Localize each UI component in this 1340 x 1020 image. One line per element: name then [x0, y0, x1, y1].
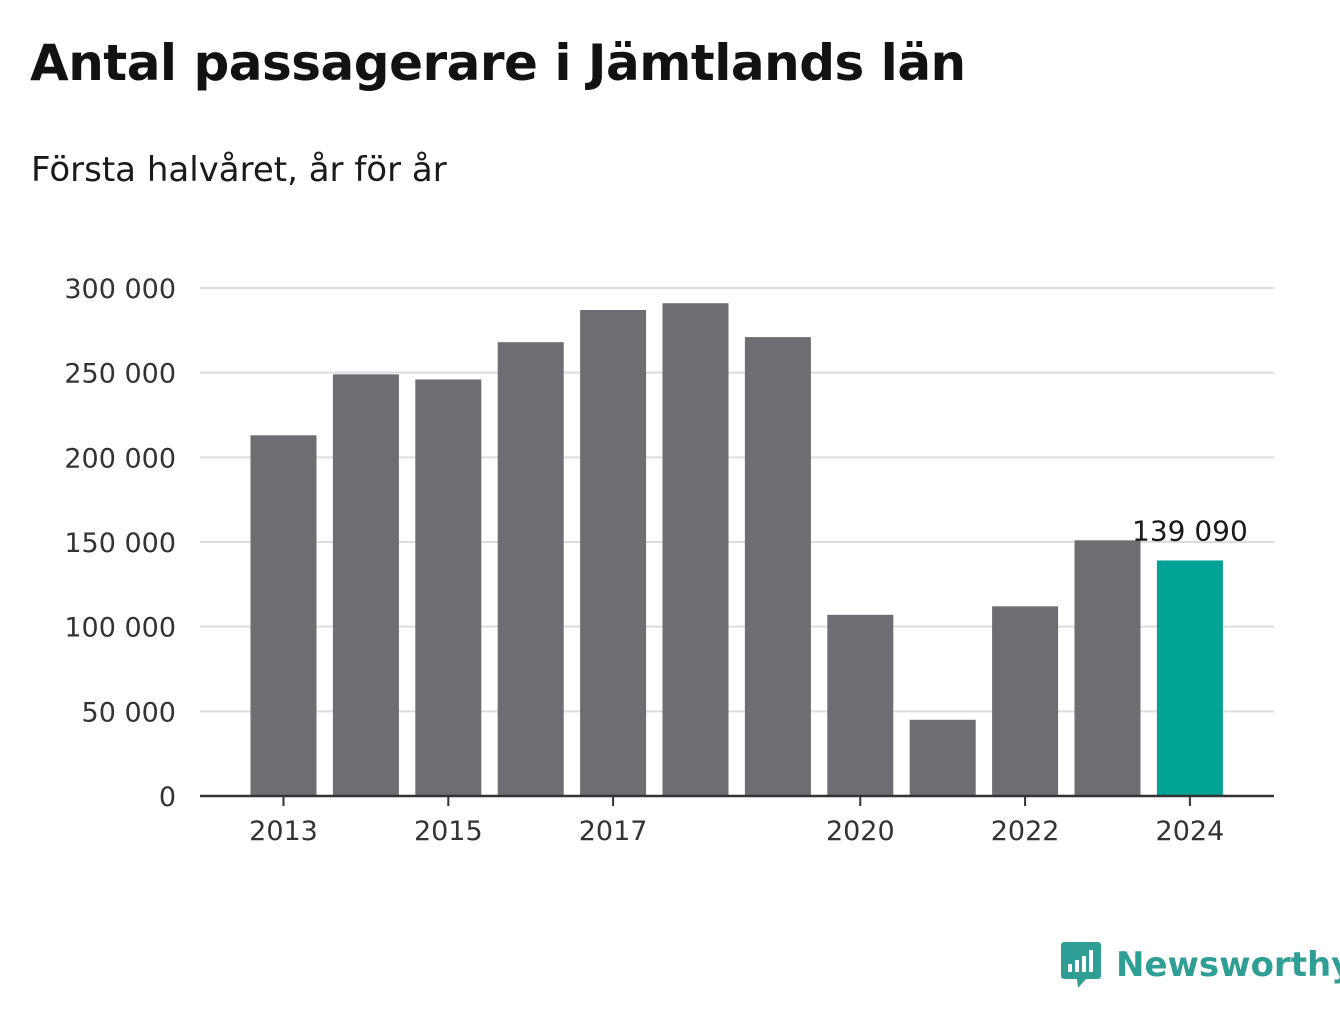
bar [1074, 540, 1141, 796]
bar-value-label: 139 090 [1132, 514, 1248, 547]
x-tick-label: 2020 [826, 816, 895, 847]
x-tick-label: 2022 [991, 816, 1060, 847]
bar-chart: 0 50 000 100 000 150 000 200 000 250 000 300 0… [64, 274, 1274, 847]
x-tick-label: 2015 [414, 816, 483, 847]
x-tick-label: 2013 [249, 816, 318, 847]
chart-title: Antal passagerare i Jämtlands län [30, 34, 966, 92]
bar [992, 606, 1059, 796]
y-tick-label: 200 000 [64, 443, 176, 474]
bar [497, 342, 564, 796]
x-tick-label: 2017 [579, 816, 648, 847]
y-tick-label: 300 000 [64, 274, 176, 305]
bar [332, 374, 399, 796]
bars [250, 303, 1223, 796]
y-axis-ticks: 0 50 000 100 000 150 000 200 000 250 000 300 0… [64, 274, 176, 813]
x-tick-label: 2024 [1156, 816, 1225, 847]
bar [827, 614, 894, 796]
data-labels: 139 090 [1132, 514, 1248, 547]
bar [909, 719, 976, 796]
x-axis-ticks: 2013 2015 2017 2020 2022 2024 [249, 796, 1224, 847]
bar [250, 435, 317, 796]
newsworthy-logo-icon [1061, 942, 1101, 988]
y-tick-label: 0 [159, 782, 176, 813]
bar [580, 310, 647, 796]
y-tick-label: 250 000 [64, 359, 176, 390]
y-tick-label: 50 000 [82, 697, 176, 728]
bar [662, 303, 729, 796]
y-tick-label: 100 000 [64, 613, 176, 644]
bar [744, 337, 811, 796]
brand: Newsworthy [1060, 940, 1340, 990]
bar-highlighted [1156, 560, 1223, 796]
chart-subtitle: Första halvåret, år för år [31, 150, 447, 190]
brand-name: Newsworthy [1116, 945, 1340, 985]
y-tick-label: 150 000 [64, 528, 176, 559]
bar [415, 379, 482, 796]
